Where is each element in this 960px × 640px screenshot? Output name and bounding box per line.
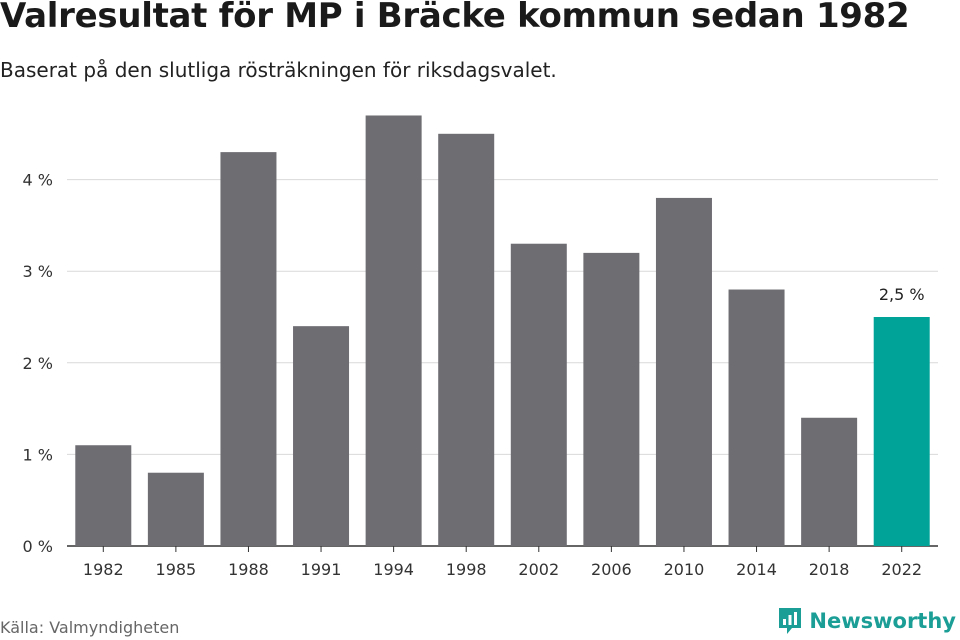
newsworthy-logo[interactable]: Newsworthy (777, 606, 956, 636)
data-label-2022: 2,5 % (879, 285, 925, 304)
x-tick-label-1991: 1991 (301, 560, 342, 579)
y-tick-label-2: 2 % (23, 354, 53, 373)
brand-name: Newsworthy (809, 609, 956, 633)
x-tick-label-1982: 1982 (83, 560, 124, 579)
source-note: Källa: Valmyndigheten (0, 618, 180, 637)
bar-2014 (728, 289, 785, 546)
bar-2018 (801, 417, 858, 546)
y-tick-label-4: 4 % (23, 171, 53, 190)
y-tick-label-1: 1 % (23, 445, 53, 464)
x-tick-label-1988: 1988 (228, 560, 269, 579)
chart-title: Valresultat för MP i Bräcke kommun sedan… (0, 0, 910, 36)
x-tick-label-1998: 1998 (446, 560, 487, 579)
x-tick-label-2022: 2022 (881, 560, 922, 579)
x-tick-label-1994: 1994 (373, 560, 414, 579)
bar-2006 (583, 252, 640, 546)
x-tick-label-2002: 2002 (518, 560, 559, 579)
bar-2002 (510, 243, 567, 546)
x-tick-label-2018: 2018 (809, 560, 850, 579)
labels: 0 % 1 % 2 % 3 % 4 % 1982 1985 1988 1991 1994 1998 2… (23, 171, 925, 579)
bar-1982 (75, 445, 132, 546)
bar-chart: 0 % 1 % 2 % 3 % 4 % 1982 1985 1988 1991 1994 1998 2… (23, 115, 938, 579)
x-tick-label-1985: 1985 (156, 560, 197, 579)
x-tick-label-2010: 2010 (664, 560, 705, 579)
bar-1998 (438, 133, 495, 547)
bar-1994 (365, 115, 422, 546)
y-tick-label-0: 0 % (23, 537, 53, 556)
x-tick-label-2006: 2006 (591, 560, 632, 579)
x-tick-label-2014: 2014 (736, 560, 777, 579)
newsworthy-logo-icon (779, 608, 802, 634)
bar-1985 (147, 472, 204, 546)
bars (75, 115, 930, 547)
chart-subtitle: Baserat på den slutliga rösträkningen fö… (0, 58, 557, 82)
bar-1988 (220, 152, 277, 546)
y-tick-label-3: 3 % (23, 262, 53, 281)
bar-2022 (873, 317, 930, 546)
gridlines (67, 179, 938, 552)
bar-1991 (293, 326, 350, 546)
bar-2010 (655, 197, 712, 547)
